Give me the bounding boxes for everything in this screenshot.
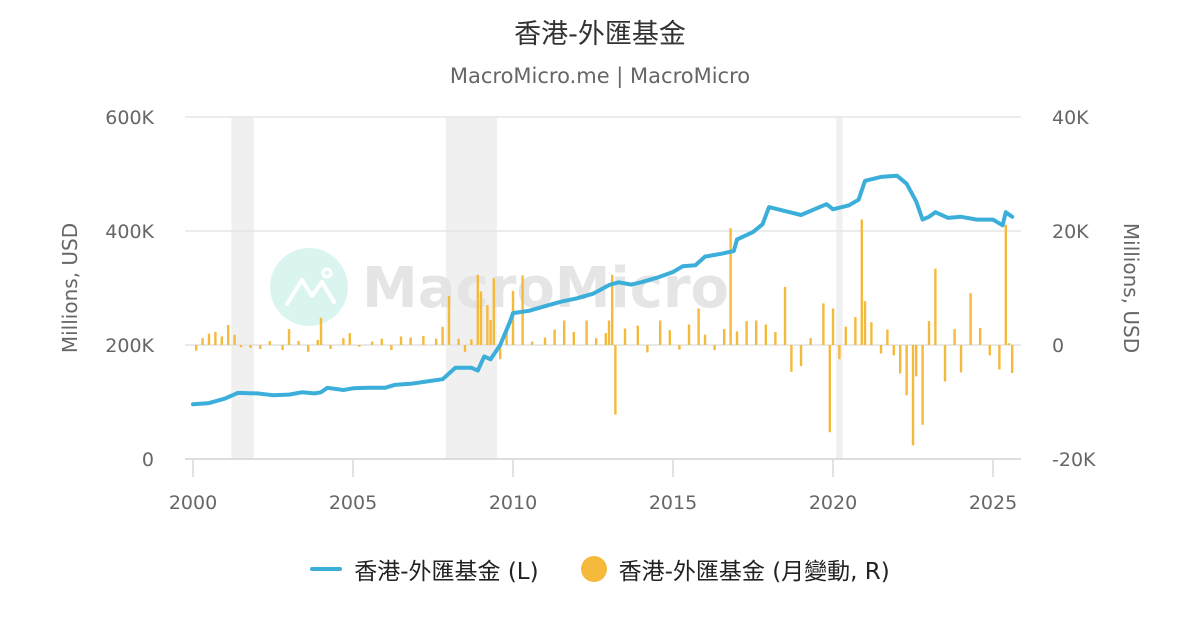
legend-item-fx-fund[interactable]: 香港-外匯基金 (L) <box>310 552 539 586</box>
chart-title: 香港-外匯基金 <box>514 19 686 50</box>
svg-text:400K: 400K <box>105 221 154 243</box>
y-axis-left: 0 200K 400K 600K <box>105 107 154 471</box>
circle-swatch-icon <box>580 556 607 582</box>
legend: 香港-外匯基金 (L) 香港-外匯基金 (月變動, R) <box>0 552 1200 586</box>
svg-text:2020: 2020 <box>809 492 857 514</box>
watermark-text: MacroMicro <box>362 256 729 321</box>
chart-subtitle: MacroMicro.me | MacroMicro <box>449 64 751 88</box>
legend-label: 香港-外匯基金 (月變動, R) <box>618 559 890 585</box>
svg-text:2010: 2010 <box>489 492 537 514</box>
y-axis-right-title: Millions, USD <box>1119 223 1143 353</box>
svg-text:2005: 2005 <box>329 492 377 514</box>
svg-text:0: 0 <box>1052 335 1064 357</box>
watermark: MacroMicro <box>270 248 729 326</box>
legend-label: 香港-外匯基金 (L) <box>354 559 539 585</box>
line-swatch-icon <box>310 567 343 571</box>
legend-item-monthly-change[interactable]: 香港-外匯基金 (月變動, R) <box>580 552 890 586</box>
y-axis-right: -20K 0 20K 40K <box>1052 107 1096 471</box>
x-axis: 2000 2005 2010 2015 2020 2025 <box>169 458 1021 514</box>
svg-text:2015: 2015 <box>649 492 697 514</box>
svg-text:2000: 2000 <box>169 492 217 514</box>
svg-text:600K: 600K <box>105 107 154 129</box>
svg-text:-20K: -20K <box>1052 449 1096 471</box>
svg-text:2025: 2025 <box>969 492 1017 514</box>
svg-text:0: 0 <box>142 449 154 471</box>
svg-text:40K: 40K <box>1052 107 1089 129</box>
svg-text:200K: 200K <box>105 335 154 357</box>
line-series-fx-fund <box>191 173 1015 407</box>
macromicro-logo-icon <box>270 248 348 326</box>
svg-text:20K: 20K <box>1052 221 1089 243</box>
bar-series-monthly-change <box>195 219 1014 446</box>
y-axis-left-title: Millions, USD <box>58 223 82 353</box>
shaded-periods <box>231 117 843 459</box>
